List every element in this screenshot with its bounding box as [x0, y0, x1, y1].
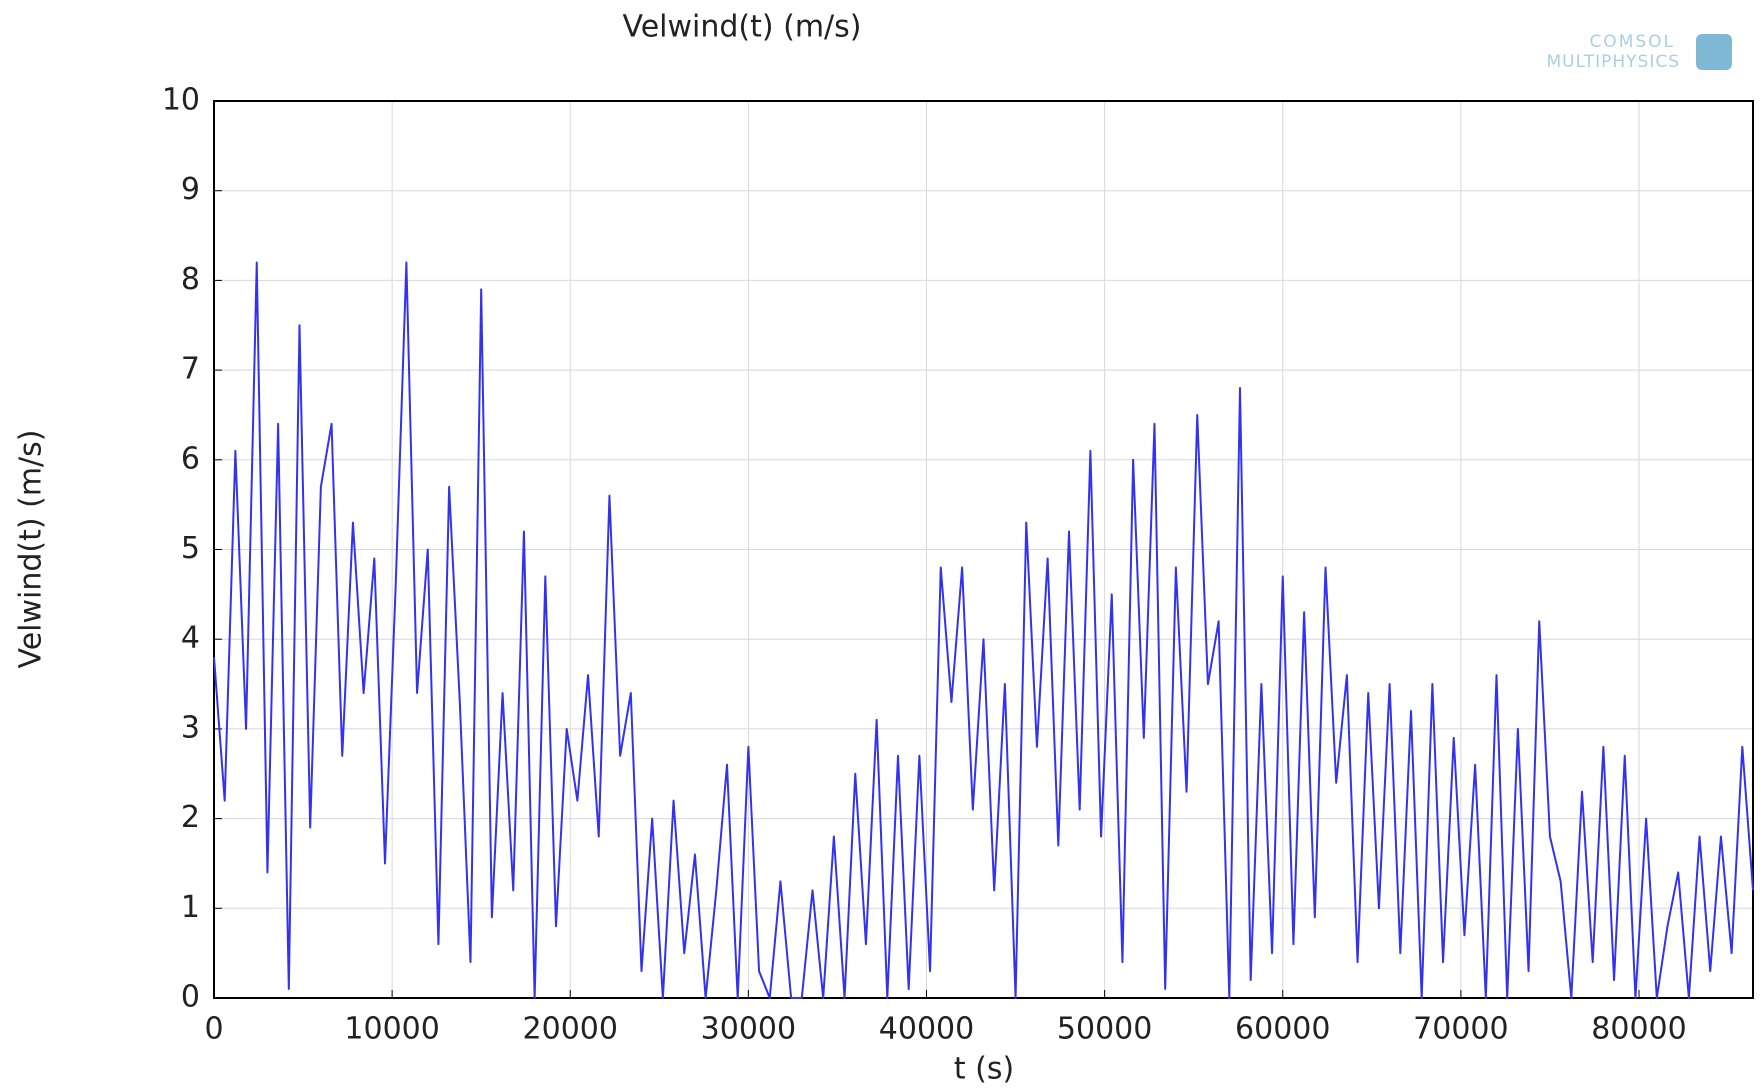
y-tick-label: 2 — [181, 800, 200, 835]
x-tick-label: 30000 — [701, 1012, 796, 1047]
x-tick-label: 20000 — [523, 1012, 618, 1047]
y-tick-label: 6 — [181, 441, 200, 476]
watermark: COMSOL — [1589, 32, 1675, 52]
x-tick-label: 50000 — [1057, 1012, 1152, 1047]
y-tick-label: 8 — [181, 262, 200, 297]
x-tick-label: 40000 — [879, 1012, 974, 1047]
y-axis-label: Velwind(t) (m/s) — [14, 430, 49, 669]
chart-title: Velwind(t) (m/s) — [623, 10, 862, 45]
y-tick-label: 1 — [181, 890, 200, 925]
x-tick-label: 70000 — [1413, 1012, 1508, 1047]
x-axis-label: t (s) — [954, 1052, 1014, 1087]
y-tick-label: 5 — [181, 531, 200, 566]
logo-icon — [1696, 34, 1732, 70]
y-tick-label: 10 — [162, 83, 200, 118]
x-tick-label: 60000 — [1235, 1012, 1330, 1047]
y-tick-label: 7 — [181, 352, 200, 387]
watermark: MULTIPHYSICS — [1546, 52, 1680, 72]
data-line — [213, 261, 1754, 999]
x-tick-label: 10000 — [344, 1012, 439, 1047]
x-tick-label: 80000 — [1591, 1012, 1686, 1047]
y-tick-label: 4 — [181, 621, 200, 656]
y-tick-label: 3 — [181, 710, 200, 745]
y-tick-label: 9 — [181, 172, 200, 207]
y-tick-label: 0 — [181, 980, 200, 1015]
x-tick-label: 0 — [204, 1012, 223, 1047]
plot-frame — [213, 100, 1754, 999]
